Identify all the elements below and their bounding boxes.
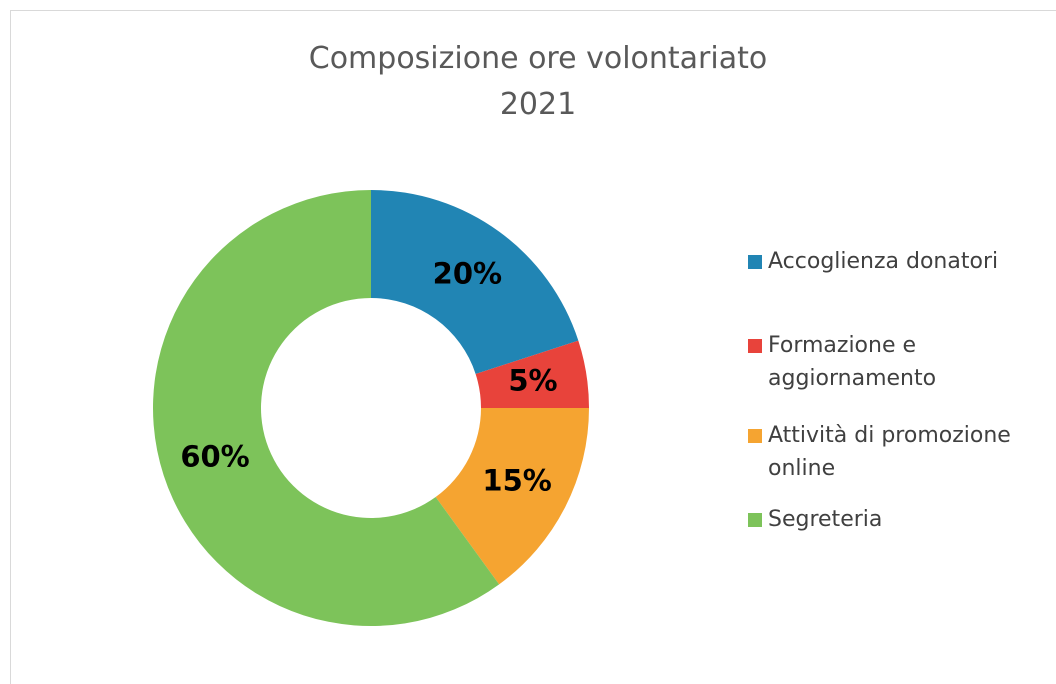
legend-label: Attività di promozione online xyxy=(768,423,1011,481)
chart-title: 2021 xyxy=(500,87,576,122)
legend-label: Accoglienza donatori xyxy=(768,249,999,274)
slice xyxy=(435,408,589,585)
legend-item: Segreteria xyxy=(748,503,1018,536)
legend-label: Segreteria xyxy=(768,507,883,532)
chart-title: Composizione ore volontariato xyxy=(309,41,767,76)
data-label: 60% xyxy=(180,440,249,474)
legend-item: Accoglienza donatori xyxy=(748,245,1018,278)
data-label: 5% xyxy=(508,363,557,397)
legend-item: Formazione e aggiornamento xyxy=(748,329,1018,395)
legend-item: Attività di promozione online xyxy=(748,419,1018,485)
legend-swatch xyxy=(748,339,762,353)
data-label: 20% xyxy=(433,256,502,290)
legend-swatch xyxy=(748,513,762,527)
legend-swatch xyxy=(748,429,762,443)
legend-swatch xyxy=(748,255,762,269)
slice xyxy=(475,340,589,408)
data-label: 15% xyxy=(482,463,551,497)
slice xyxy=(371,190,579,375)
slice xyxy=(152,190,500,627)
chart-frame xyxy=(10,10,1056,684)
legend-label: Formazione e aggiornamento xyxy=(768,333,937,391)
